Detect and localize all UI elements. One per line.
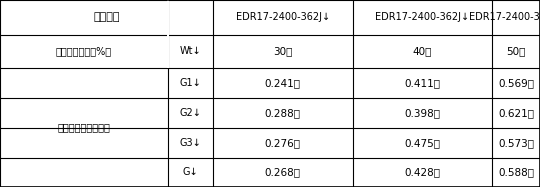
Text: 0.573。: 0.573。 [498, 138, 534, 148]
Text: G2↓: G2↓ [179, 108, 201, 118]
Text: 0.475。: 0.475。 [404, 138, 441, 148]
Text: G↓: G↓ [183, 167, 198, 177]
Text: 0.569。: 0.569。 [498, 78, 534, 88]
Text: EDR17-2400-362J↓: EDR17-2400-362J↓ [469, 12, 540, 22]
Text: 30。: 30。 [273, 46, 292, 56]
Text: 50。: 50。 [507, 46, 526, 56]
Text: 0.411。: 0.411。 [404, 78, 441, 88]
Bar [167, 35, 169, 68]
Text: 试样名。: 试样名。 [93, 12, 120, 22]
Text: G1↓: G1↓ [179, 78, 201, 88]
Text: EDR17-2400-362J↓: EDR17-2400-362J↓ [375, 12, 470, 22]
Text: 0.241。: 0.241。 [265, 78, 301, 88]
Text: Wt↓: Wt↓ [179, 46, 201, 56]
Text: 0.398。: 0.398。 [404, 108, 441, 118]
Text: 0.428。: 0.428。 [404, 167, 441, 177]
Text: EDR17-2400-362J↓: EDR17-2400-362J↓ [235, 12, 330, 22]
Text: 0.621。: 0.621。 [498, 108, 534, 118]
Text: 0.288。: 0.288。 [265, 108, 301, 118]
Text: 0.268。: 0.268。 [265, 167, 301, 177]
Bar [167, 0, 169, 35]
Text: 40。: 40。 [413, 46, 432, 56]
Text: 0.276。: 0.276。 [265, 138, 301, 148]
Text: 玻璃纤维含量（%）: 玻璃纤维含量（%） [56, 46, 112, 56]
Text: 玻璃纤维重量（克）: 玻璃纤维重量（克） [58, 123, 110, 133]
Text: G3↓: G3↓ [179, 138, 201, 148]
Text: 0.588。: 0.588。 [498, 167, 534, 177]
